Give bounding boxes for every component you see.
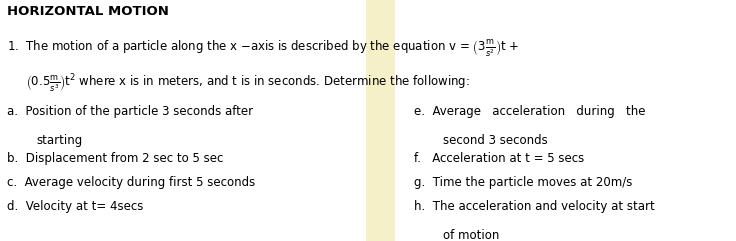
Text: HORIZONTAL MOTION: HORIZONTAL MOTION — [7, 5, 169, 18]
Text: b.  Displacement from 2 sec to 5 sec: b. Displacement from 2 sec to 5 sec — [7, 152, 224, 165]
Text: a.  Position of the particle 3 seconds after: a. Position of the particle 3 seconds af… — [7, 105, 253, 118]
Text: of motion: of motion — [443, 229, 500, 241]
Text: f.   Acceleration at t = 5 secs: f. Acceleration at t = 5 secs — [414, 152, 584, 165]
Text: second 3 seconds: second 3 seconds — [443, 134, 548, 147]
Bar — [366, 0, 395, 241]
Text: e.  Average   acceleration   during   the: e. Average acceleration during the — [414, 105, 645, 118]
Text: c.  Average velocity during first 5 seconds: c. Average velocity during first 5 secon… — [7, 176, 255, 189]
Text: $\left(0.5\frac{\mathrm{m}}{s^3}\right)$t$^2$ where x is in meters, and t is in : $\left(0.5\frac{\mathrm{m}}{s^3}\right)$… — [26, 72, 470, 95]
Text: g.  Time the particle moves at 20m/s: g. Time the particle moves at 20m/s — [414, 176, 632, 189]
Text: d.  Velocity at t= 4secs: d. Velocity at t= 4secs — [7, 200, 144, 213]
Text: 1.  The motion of a particle along the x $-$axis is described by the equation v : 1. The motion of a particle along the x … — [7, 39, 520, 59]
Text: starting: starting — [37, 134, 83, 147]
Text: h.  The acceleration and velocity at start: h. The acceleration and velocity at star… — [414, 200, 654, 213]
